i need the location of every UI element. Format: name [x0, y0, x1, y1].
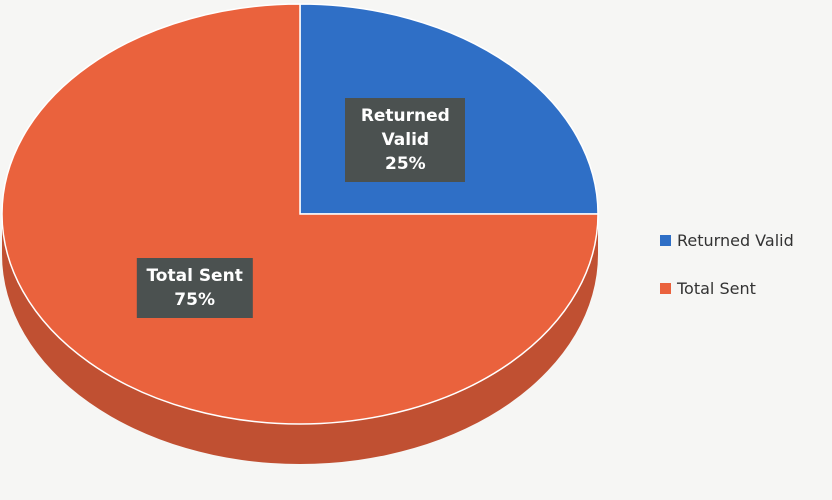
- legend-swatch: [660, 282, 671, 294]
- data-label-value: 75%: [174, 290, 215, 311]
- data-label-value: 25%: [384, 153, 426, 174]
- data-label-category: Total Sent: [146, 266, 243, 287]
- legend-item: Total Sent: [660, 276, 794, 300]
- legend-label: Total Sent: [677, 278, 756, 298]
- slice: [1, 3, 599, 425]
- legend-label: Returned Valid: [677, 230, 794, 250]
- data-label: Returned Valid 25%: [345, 97, 466, 182]
- legend-swatch: [660, 234, 671, 246]
- slice-side: [2, 214, 598, 464]
- data-label-category: Returned Valid: [360, 105, 450, 150]
- legend: Returned Valid Total Sent: [660, 228, 794, 324]
- legend-item: Returned Valid: [660, 228, 794, 252]
- data-label: Total Sent 75%: [136, 258, 253, 319]
